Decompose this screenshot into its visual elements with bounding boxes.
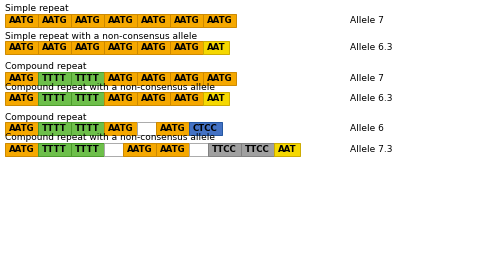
Text: AATG: AATG [8,145,34,154]
Text: AATG: AATG [127,145,152,154]
FancyBboxPatch shape [38,14,71,27]
FancyBboxPatch shape [5,122,38,135]
Text: AAT: AAT [277,145,296,154]
FancyBboxPatch shape [123,143,156,156]
FancyBboxPatch shape [71,122,104,135]
Text: Allele 7: Allele 7 [350,16,384,25]
FancyBboxPatch shape [104,143,123,156]
Text: AATG: AATG [8,16,34,25]
Text: AATG: AATG [108,16,133,25]
Text: Compound repeat: Compound repeat [5,113,86,122]
Text: AATG: AATG [141,94,166,103]
FancyBboxPatch shape [137,72,170,85]
Text: TTTT: TTTT [42,74,67,83]
FancyBboxPatch shape [104,41,137,54]
Text: AATG: AATG [108,94,133,103]
Text: AATG: AATG [108,74,133,83]
Text: Allele 7: Allele 7 [350,74,384,83]
FancyBboxPatch shape [137,14,170,27]
FancyBboxPatch shape [137,92,170,105]
Text: AATG: AATG [75,16,100,25]
Text: AATG: AATG [160,145,185,154]
FancyBboxPatch shape [71,14,104,27]
FancyBboxPatch shape [5,92,38,105]
FancyBboxPatch shape [38,72,71,85]
FancyBboxPatch shape [189,143,208,156]
Text: AATG: AATG [160,124,185,133]
Text: AATG: AATG [174,43,199,52]
Text: AATG: AATG [75,43,100,52]
Text: Allele 6: Allele 6 [350,124,384,133]
Text: AATG: AATG [174,16,199,25]
FancyBboxPatch shape [170,41,203,54]
Text: TTTT: TTTT [75,74,100,83]
FancyBboxPatch shape [156,122,189,135]
FancyBboxPatch shape [5,143,38,156]
Text: AATG: AATG [42,43,67,52]
Text: Simple repeat: Simple repeat [5,4,69,13]
FancyBboxPatch shape [156,143,189,156]
FancyBboxPatch shape [203,14,236,27]
FancyBboxPatch shape [5,41,38,54]
Text: AATG: AATG [207,74,233,83]
FancyBboxPatch shape [71,41,104,54]
Text: AAT: AAT [207,94,226,103]
Text: AAT: AAT [207,43,226,52]
Text: Compound repeat with a non-consensus allele: Compound repeat with a non-consensus all… [5,83,215,92]
FancyBboxPatch shape [71,143,104,156]
FancyBboxPatch shape [71,72,104,85]
FancyBboxPatch shape [170,92,203,105]
FancyBboxPatch shape [241,143,274,156]
Text: AATG: AATG [8,94,34,103]
Text: Allele 7.3: Allele 7.3 [350,145,393,154]
FancyBboxPatch shape [5,72,38,85]
Text: Simple repeat with a non-consensus allele: Simple repeat with a non-consensus allel… [5,32,197,41]
Text: AATG: AATG [141,74,166,83]
FancyBboxPatch shape [38,122,71,135]
Text: TTCC: TTCC [212,145,237,154]
FancyBboxPatch shape [38,143,71,156]
Text: AATG: AATG [174,74,199,83]
FancyBboxPatch shape [203,92,229,105]
Text: AATG: AATG [108,124,133,133]
Text: Allele 6.3: Allele 6.3 [350,43,393,52]
Text: AATG: AATG [174,94,199,103]
Text: CTCC: CTCC [193,124,218,133]
Text: TTTT: TTTT [42,124,67,133]
FancyBboxPatch shape [104,72,137,85]
Text: AATG: AATG [108,43,133,52]
Text: AATG: AATG [141,16,166,25]
Text: Compound repeat with a non-consensus allele: Compound repeat with a non-consensus all… [5,133,215,142]
Text: AATG: AATG [42,16,67,25]
FancyBboxPatch shape [38,41,71,54]
Text: AATG: AATG [8,74,34,83]
FancyBboxPatch shape [104,122,137,135]
FancyBboxPatch shape [170,72,203,85]
FancyBboxPatch shape [5,14,38,27]
FancyBboxPatch shape [104,14,137,27]
Text: TTTT: TTTT [42,145,67,154]
Text: TTTT: TTTT [75,124,100,133]
FancyBboxPatch shape [170,14,203,27]
Text: TTTT: TTTT [75,145,100,154]
FancyBboxPatch shape [104,92,137,105]
Text: AATG: AATG [207,16,233,25]
Text: Allele 6.3: Allele 6.3 [350,94,393,103]
Text: AATG: AATG [141,43,166,52]
FancyBboxPatch shape [274,143,300,156]
FancyBboxPatch shape [208,143,241,156]
FancyBboxPatch shape [71,92,104,105]
Text: AATG: AATG [8,43,34,52]
Text: AATG: AATG [8,124,34,133]
FancyBboxPatch shape [137,41,170,54]
FancyBboxPatch shape [203,41,229,54]
Text: TTTT: TTTT [75,94,100,103]
FancyBboxPatch shape [189,122,222,135]
FancyBboxPatch shape [203,72,236,85]
Text: Compound repeat: Compound repeat [5,62,86,71]
Text: TTCC: TTCC [245,145,270,154]
FancyBboxPatch shape [137,122,156,135]
Text: TTTT: TTTT [42,94,67,103]
FancyBboxPatch shape [38,92,71,105]
